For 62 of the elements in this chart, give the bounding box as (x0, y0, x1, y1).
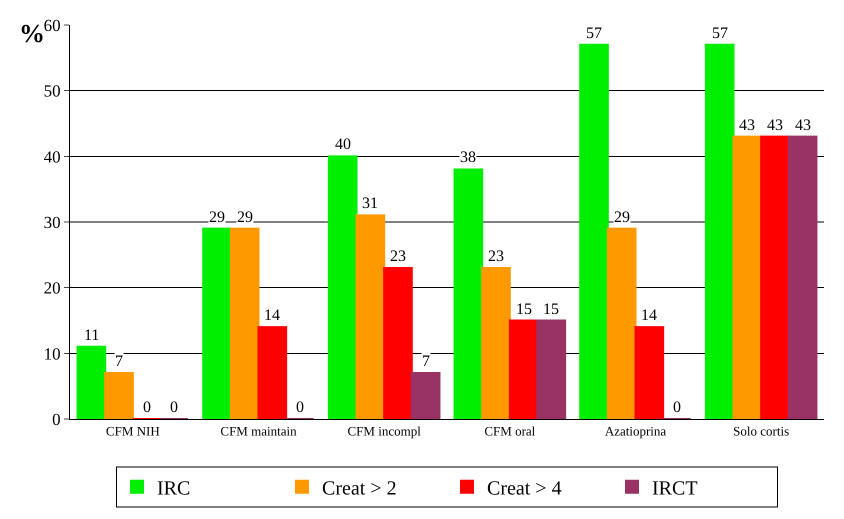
data-label: 29 (614, 209, 630, 226)
y-axis-title: % (19, 19, 45, 48)
bar (76, 346, 106, 419)
data-label: 38 (460, 149, 476, 166)
data-label: 11 (84, 327, 100, 344)
data-label: 14 (641, 307, 657, 324)
data-label: 0 (170, 399, 178, 416)
bar (230, 228, 260, 419)
data-label: 29 (237, 209, 253, 226)
legend-label: Creat > 2 (322, 478, 397, 500)
data-label: 57 (712, 25, 728, 42)
legend-label: IRCT (652, 478, 698, 500)
data-label: 14 (264, 307, 280, 324)
bar (328, 155, 358, 419)
bar (634, 326, 664, 419)
x-tick-label: CFM NIH (106, 424, 160, 439)
legend-label: IRC (157, 478, 190, 500)
bar (454, 168, 484, 419)
data-label: 31 (362, 195, 378, 212)
bar (704, 44, 735, 419)
data-label: 0 (143, 399, 151, 416)
bar (202, 228, 232, 419)
x-tick-label: Azatioprina (604, 424, 666, 439)
bar (760, 136, 790, 419)
y-tick-label: 60 (44, 16, 61, 35)
data-label: 43 (739, 117, 755, 134)
bar (536, 320, 566, 419)
y-tick-label: 10 (44, 344, 61, 364)
bar (481, 266, 511, 419)
x-tick-label: CFM incompl (348, 424, 422, 439)
data-label: 23 (488, 248, 504, 265)
bar (383, 266, 413, 419)
y-tick-label: 50 (44, 82, 61, 101)
data-label: 7 (115, 353, 123, 370)
data-label: 43 (795, 117, 811, 134)
bar (788, 136, 818, 419)
x-tick-label: CFM oral (484, 424, 536, 439)
y-tick-label: 40 (44, 147, 61, 166)
data-label: 23 (390, 248, 406, 265)
bar (410, 372, 440, 419)
bar (356, 214, 386, 419)
bar (258, 326, 288, 419)
data-label: 7 (422, 353, 430, 370)
bar (579, 44, 609, 419)
y-tick-label: 30 (44, 212, 61, 232)
x-tick-label: Solo cortis (733, 424, 790, 439)
bar (508, 320, 538, 419)
data-label: 15 (543, 301, 559, 318)
bar (606, 228, 636, 419)
data-label: 0 (296, 399, 304, 416)
data-label: 43 (767, 117, 783, 134)
data-label: 15 (516, 301, 532, 318)
data-label: 57 (586, 25, 602, 42)
bar (732, 136, 762, 419)
data-label: 0 (673, 399, 681, 416)
data-label: 40 (335, 136, 351, 153)
data-label: 29 (209, 209, 225, 226)
bar (104, 372, 134, 419)
y-tick-label: 0 (52, 410, 61, 429)
x-tick-label: CFM maintain (220, 424, 298, 439)
y-tick-label: 20 (44, 278, 61, 298)
legend-label: Creat > 4 (487, 478, 562, 500)
